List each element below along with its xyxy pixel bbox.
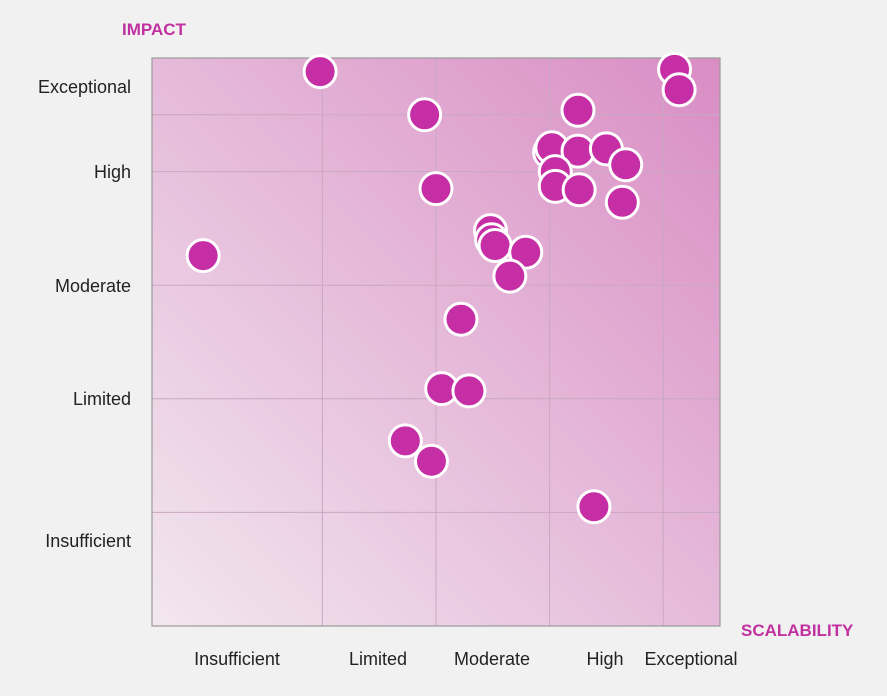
y-tick-label: Exceptional xyxy=(38,77,131,97)
data-point[interactable] xyxy=(387,423,423,459)
data-point[interactable] xyxy=(508,234,544,270)
data-points xyxy=(185,51,697,525)
y-tick-label: Moderate xyxy=(55,276,131,296)
x-tick-label: Exceptional xyxy=(644,649,737,669)
data-point[interactable] xyxy=(661,72,697,108)
x-axis-title: SCALABILITY xyxy=(741,621,854,640)
data-point[interactable] xyxy=(185,238,221,274)
x-tick-labels: Insufficient Limited Moderate High Exception… xyxy=(194,649,737,669)
data-point[interactable] xyxy=(418,171,454,207)
data-point[interactable] xyxy=(451,373,487,409)
plot-frame xyxy=(151,57,721,627)
data-point[interactable] xyxy=(608,147,644,183)
data-point[interactable] xyxy=(413,443,449,479)
data-point[interactable] xyxy=(492,258,528,294)
data-point[interactable] xyxy=(561,172,597,208)
data-point[interactable] xyxy=(302,54,338,90)
x-tick-label: High xyxy=(586,649,623,669)
data-point[interactable] xyxy=(407,97,443,133)
y-tick-label: Limited xyxy=(73,389,131,409)
y-axis-title: IMPACT xyxy=(122,20,187,39)
data-point[interactable] xyxy=(477,227,513,263)
y-tick-labels: Insufficient Limited Moderate High Exception… xyxy=(38,77,131,551)
data-point[interactable] xyxy=(443,301,479,337)
x-tick-label: Moderate xyxy=(454,649,530,669)
y-tick-label: High xyxy=(94,162,131,182)
x-tick-label: Insufficient xyxy=(194,649,280,669)
y-tick-label: Insufficient xyxy=(45,531,131,551)
data-point[interactable] xyxy=(604,184,640,220)
data-point[interactable] xyxy=(560,92,596,128)
x-tick-label: Limited xyxy=(349,649,407,669)
data-point[interactable] xyxy=(576,489,612,525)
